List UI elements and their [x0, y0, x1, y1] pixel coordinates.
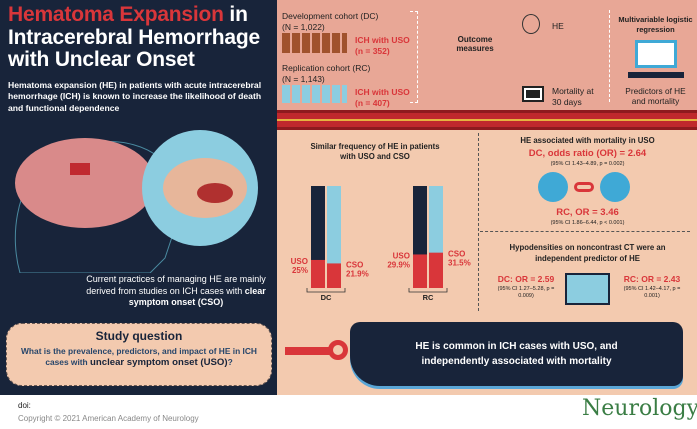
- keyboard-icon: [628, 72, 684, 78]
- series-label: CSO: [448, 250, 465, 259]
- bar-uso: [413, 254, 427, 288]
- ct-scan-icon: [565, 273, 610, 305]
- predictors-label: Predictors of HE and mortality: [625, 86, 686, 106]
- data-label: 25%: [292, 266, 308, 275]
- category-label: DC: [321, 293, 332, 300]
- study-question-text: What is the prevalence, predictors, and …: [21, 346, 257, 368]
- bar-uso: [311, 259, 325, 288]
- divider: [480, 231, 690, 232]
- category-label: RC: [423, 293, 434, 300]
- people-icon: [282, 85, 347, 103]
- series-label: USO: [291, 257, 308, 266]
- regression-monitor-icon: [635, 40, 677, 68]
- series-label: USO: [393, 251, 410, 260]
- brain-icon: [15, 138, 155, 228]
- bracket: [408, 288, 448, 293]
- hypo-dc-or: DC: OR = 2.59: [497, 274, 555, 284]
- intro-text: Hematoma expansion (HE) in patients with…: [8, 79, 262, 113]
- key-icon: [285, 347, 330, 355]
- divider: [478, 133, 479, 311]
- brain-icon: [522, 14, 540, 34]
- copyright: Copyright © 2021 American Academy of Neu…: [18, 414, 199, 423]
- study-question-box: Study question What is the prevalence, p…: [6, 323, 272, 386]
- dc-uso-count: ICH with USO (n = 352): [355, 35, 410, 56]
- mortality-outcome: Mortality at 30 days: [552, 86, 594, 107]
- dc-cohort: Development cohort (DC) (N = 1,022): [282, 11, 379, 32]
- hypodensity-title: Hypodensities on noncontrast CT were an …: [509, 243, 666, 263]
- title-rest: in Intracerebral Hemorrhage with Unclear…: [8, 3, 260, 71]
- data-label: 29.9%: [387, 260, 410, 269]
- chart-title: Similar frequency of HE in patients with…: [310, 142, 440, 161]
- rc-ci: (95% CI 1.86–6.44, p < 0.001): [550, 220, 625, 226]
- key-ring: [328, 340, 348, 360]
- people-icon: [282, 33, 347, 53]
- series-label: CSO: [346, 260, 363, 269]
- bar-background: [327, 186, 341, 288]
- neurology-logo: Neurology: [582, 396, 697, 421]
- monitor-icon: [522, 86, 544, 102]
- rc-uso-count: ICH with USO (n = 407): [355, 87, 410, 108]
- data-label: 21.9%: [346, 269, 369, 278]
- rc-odds-ratio: RC, OR = 3.46: [556, 207, 619, 218]
- he-outcome: HE: [552, 21, 564, 31]
- rc-cohort: Replication cohort (RC) (N = 1,143): [282, 63, 371, 84]
- study-design-panel: [277, 0, 697, 112]
- current-practice-text: Current practices of managing HE are mai…: [86, 274, 266, 307]
- bar-cso: [429, 252, 443, 288]
- data-label: 31.5%: [448, 259, 471, 268]
- conclusion-text: HE is common in ICH cases with USO, and …: [415, 341, 618, 367]
- hypo-rc-or: RC: OR = 2.43: [623, 274, 681, 284]
- link-icon: [574, 182, 594, 192]
- bar-cso: [327, 263, 341, 288]
- head-brain-illustration: [14, 130, 258, 273]
- bracket: [306, 288, 346, 293]
- dc-ci: (95% CI 1.43–4.89, p = 0.002): [550, 161, 625, 167]
- divider: [609, 10, 610, 102]
- conclusion-tag: HE is common in ICH cases with USO, and …: [350, 322, 683, 386]
- monitor-icon: [600, 172, 630, 202]
- dc-odds-ratio: DC, odds ratio (OR) = 2.64: [528, 148, 647, 159]
- artery-illustration: [277, 110, 697, 130]
- mortality-title: HE associated with mortality in USO: [520, 136, 655, 145]
- outcome-measures: Outcome measures: [456, 35, 494, 53]
- doi-label: doi:: [18, 401, 31, 410]
- brain-icon: [538, 172, 568, 202]
- hypo-rc-ci: (95% CI 1.42–4.17, p = 0.001): [623, 286, 681, 299]
- header-block: Hematoma Expansion in Intracerebral Hemo…: [8, 3, 276, 114]
- regression-title: Multivariable logistic regression: [618, 15, 693, 34]
- page-title: Hematoma Expansion in Intracerebral Hemo…: [8, 3, 276, 72]
- hypo-dc-ci: (95% CI 1.27–5.28, p = 0.009): [497, 286, 555, 299]
- bracket: [410, 11, 418, 103]
- title-highlight: Hematoma Expansion: [8, 3, 224, 26]
- study-question-heading: Study question: [95, 329, 183, 343]
